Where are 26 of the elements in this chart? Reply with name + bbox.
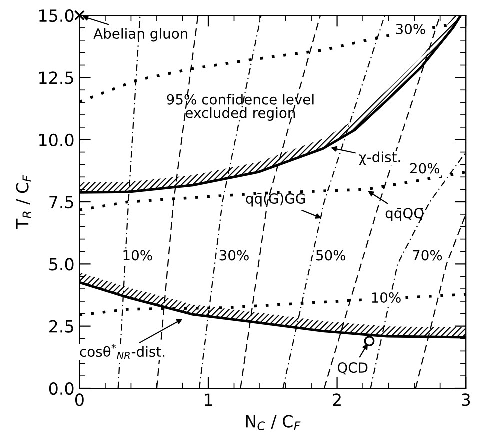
x-tick-label: 1	[205, 394, 212, 406]
annotation: qq̄(G)GG	[246, 193, 306, 207]
annotation: 30%	[396, 24, 426, 34]
x-axis-title: N$_{C}$ / C$_{F}$	[246, 415, 301, 430]
annotation: 10%	[124, 250, 152, 261]
annotation: 20%	[410, 163, 440, 174]
annotation: 50%	[316, 250, 346, 261]
y-axis-title: T$_{R}$ / C$_{F}$	[16, 175, 32, 230]
annotation: 10%	[372, 292, 401, 304]
y-tick-label: 7.5	[50, 196, 74, 209]
y-tick-label: 12.5	[40, 72, 74, 84]
y-tick-label: 5.0	[50, 258, 74, 271]
x-tick-label: 3	[462, 394, 470, 406]
annotation: qq̄QQ̄	[386, 208, 424, 222]
annotation: Abelian gluon	[94, 28, 188, 42]
annotation: 70%	[413, 250, 442, 261]
y-tick-label: 2.5	[50, 320, 74, 333]
x-tick-label: 2	[333, 394, 341, 406]
annotation: cosθ$^{*}$$_{NR}$-dist.	[80, 344, 165, 360]
x-tick-label: 0	[75, 394, 84, 406]
y-tick-label: 0.0	[49, 382, 74, 396]
annotation: 30%	[220, 250, 249, 261]
y-tick-label: 15.0	[40, 10, 74, 22]
annotation: χ-dist.	[359, 152, 400, 166]
y-tick-label: 10.0	[40, 134, 74, 146]
annotation: QCD	[338, 362, 368, 375]
